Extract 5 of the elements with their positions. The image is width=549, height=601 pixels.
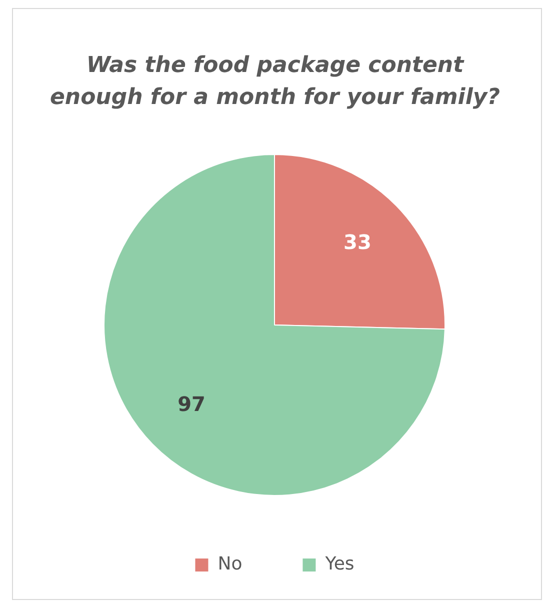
legend-label: No <box>218 554 242 575</box>
legend-label: Yes <box>324 554 354 575</box>
chart-title: Was the food package content enough for a month for your family? <box>48 52 501 112</box>
data-label: 97 <box>178 392 206 416</box>
data-label: 33 <box>344 230 372 254</box>
